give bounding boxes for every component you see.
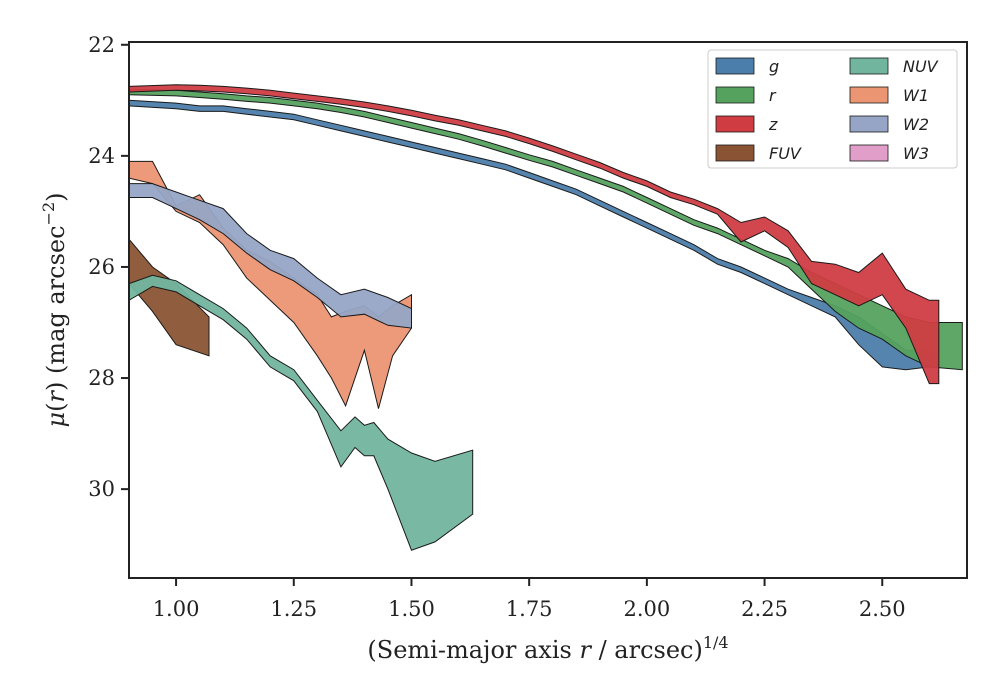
- legend-swatch-z: [715, 115, 755, 133]
- y-tick-label: 30: [88, 477, 115, 501]
- x-tick-label: 1.25: [270, 597, 317, 621]
- legend: grz FUV NUV W1 W2 W3: [707, 49, 958, 169]
- profile-bands: [128, 84, 963, 551]
- legend-label-w3: W3: [903, 144, 929, 163]
- legend-swatch-nuv: [849, 57, 889, 75]
- band-r: [128, 88, 963, 371]
- x-tick-label: 2.25: [741, 597, 788, 621]
- legend-label-r: r: [769, 86, 777, 105]
- y-axis-label: μ(r) (mag arcsec−2): [39, 192, 70, 427]
- y-tick-label: 22: [88, 33, 115, 57]
- legend-label-z: z: [768, 115, 778, 134]
- y-axis-ticks: 22 24 26 28 30: [88, 33, 129, 501]
- legend-label-nuv: NUV: [903, 57, 939, 76]
- x-axis-label: (Semi-major axis r / arcsec)1/4: [367, 633, 728, 664]
- x-tick-label: 1.00: [153, 597, 200, 621]
- band-z: [128, 84, 940, 385]
- band-nuv: [128, 274, 474, 551]
- x-tick-label: 2.50: [859, 597, 906, 621]
- x-axis-ticks: 1.00 1.25 1.50 1.75 2.00 2.25 2.50: [153, 578, 906, 621]
- axes-frame: [128, 41, 968, 579]
- legend-swatch-w1: [849, 86, 889, 104]
- legend-swatch-w2: [849, 115, 889, 133]
- legend-label-fuv: FUV: [769, 144, 802, 163]
- legend-label-w1: W1: [903, 86, 929, 105]
- legend-label-w2: W2: [903, 115, 929, 134]
- legend-frame: [707, 49, 958, 169]
- legend-swatch-fuv: [715, 144, 755, 162]
- x-tick-label: 1.75: [506, 597, 553, 621]
- legend-swatch-w3: [849, 144, 889, 162]
- legend-label-g: g: [769, 57, 779, 76]
- legend-swatch-r: [715, 86, 755, 104]
- band-w2: [128, 183, 412, 329]
- y-tick-label: 26: [88, 255, 115, 279]
- y-tick-label: 28: [88, 366, 115, 390]
- x-tick-label: 2.00: [623, 597, 670, 621]
- x-tick-label: 1.50: [388, 597, 435, 621]
- y-tick-label: 24: [88, 144, 115, 168]
- legend-swatch-g: [715, 57, 755, 75]
